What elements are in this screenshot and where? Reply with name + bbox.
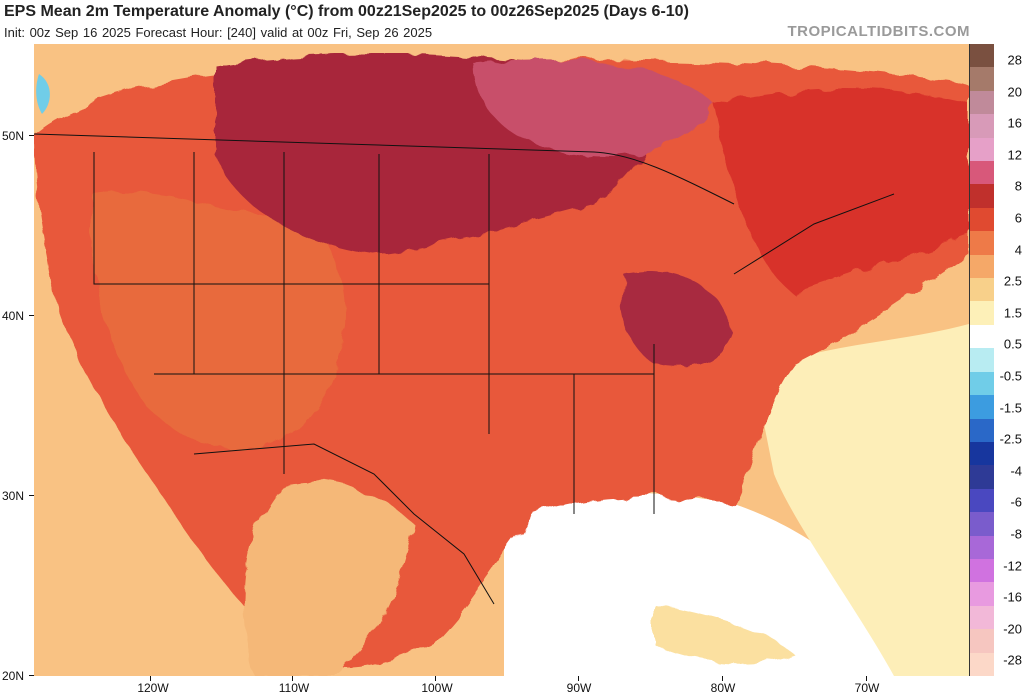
colorbar-segment — [970, 67, 994, 91]
colorbar — [969, 44, 994, 676]
mexico-anomaly — [244, 481, 414, 676]
lon-label-120w: 120W — [137, 681, 169, 695]
map-svg — [34, 44, 969, 676]
colorbar-segment — [970, 44, 994, 68]
colorbar-segment — [970, 512, 994, 536]
lat-tick — [29, 675, 34, 676]
lon-tick — [435, 676, 436, 681]
colorbar-label: -16 — [1003, 589, 1022, 605]
colorbar-segment — [970, 465, 994, 489]
colorbar-label: 8 — [1014, 178, 1022, 194]
lat-label-40n: 40N — [2, 309, 25, 323]
north-pink-anomaly — [474, 60, 714, 157]
colorbar-segment — [970, 137, 994, 162]
lon-label-100w: 100W — [421, 681, 453, 695]
political-borders — [34, 133, 895, 605]
caribbean-anomaly — [654, 604, 794, 663]
lon-tick — [866, 676, 867, 681]
colorbar-segment — [970, 488, 994, 513]
colorbar-label: -28 — [1003, 652, 1022, 668]
chart-title: EPS Mean 2m Temperature Anomaly (°C) fro… — [4, 3, 689, 20]
lat-tick — [29, 495, 34, 496]
colorbar-label: 2.5 — [1003, 273, 1022, 289]
colorbar-label: -0.5 — [999, 368, 1022, 384]
southwest-us-anomaly — [91, 191, 347, 449]
colorbar-segment — [970, 231, 994, 255]
lon-tick — [722, 676, 723, 681]
colorbar-segment — [970, 558, 994, 583]
colorbar-segment — [970, 418, 994, 442]
colorbar-label: -6 — [1010, 494, 1022, 510]
lon-tick — [292, 676, 293, 681]
colorbar-segment — [970, 629, 994, 653]
colorbar-label: 16 — [1007, 115, 1022, 131]
colorbar-segment — [970, 605, 994, 630]
lon-label-90w: 90W — [566, 681, 592, 695]
colorbar-segment — [970, 441, 994, 466]
colorbar-label: 20 — [1007, 84, 1022, 100]
chart-subtitle: Init: 00z Sep 16 2025 Forecast Hour: [24… — [4, 25, 433, 40]
ohio-valley-anomaly — [620, 271, 734, 368]
colorbar-segment — [970, 207, 994, 232]
colorbar-segment — [970, 184, 994, 208]
gulf-coast-anomaly — [504, 492, 969, 676]
lat-label-20n: 20N — [2, 669, 25, 683]
colorbar-segment — [970, 90, 994, 115]
colorbar-label: 0.5 — [1003, 336, 1022, 352]
lat-tick — [29, 315, 34, 316]
colorbar-label: -2.5 — [999, 431, 1022, 447]
lon-tick — [150, 676, 151, 681]
colorbar-label: 28 — [1007, 52, 1022, 68]
colorbar-segment — [970, 254, 994, 279]
colorbar-segment — [970, 582, 994, 606]
anomaly-map — [34, 44, 969, 676]
lon-tick — [578, 676, 579, 681]
colorbar-segment — [970, 395, 994, 419]
brand-watermark: TROPICALTIDBITS.COM — [787, 23, 970, 40]
colorbar-segment — [970, 371, 994, 396]
atlantic-pale-anomaly — [754, 324, 969, 676]
lat-label-30n: 30N — [2, 489, 25, 503]
colorbar-label: -20 — [1003, 621, 1022, 637]
northeast-us-anomaly — [714, 89, 969, 294]
colorbar-segment — [970, 114, 994, 138]
lon-label-110w: 110W — [278, 681, 310, 695]
lat-label-50n: 50N — [2, 129, 25, 143]
colorbar-label: 1.5 — [1003, 305, 1022, 321]
lon-label-80w: 80W — [710, 681, 736, 695]
colorbar-segment — [970, 278, 994, 302]
west-coast-cool-anomaly — [36, 74, 50, 114]
colorbar-label: -12 — [1003, 558, 1022, 574]
colorbar-label: -8 — [1010, 526, 1022, 542]
colorbar-segment — [970, 324, 994, 349]
lon-label-70w: 70W — [854, 681, 880, 695]
colorbar-segment — [970, 161, 994, 185]
colorbar-label: 4 — [1014, 242, 1022, 258]
colorbar-segment — [970, 348, 994, 372]
colorbar-label: 12 — [1007, 147, 1022, 163]
colorbar-segment — [970, 535, 994, 559]
colorbar-segment — [970, 301, 994, 325]
colorbar-segment — [970, 652, 994, 676]
colorbar-label: 6 — [1014, 210, 1022, 226]
colorbar-label: -4 — [1010, 463, 1022, 479]
colorbar-label: -1.5 — [999, 400, 1022, 416]
lat-tick — [29, 135, 34, 136]
